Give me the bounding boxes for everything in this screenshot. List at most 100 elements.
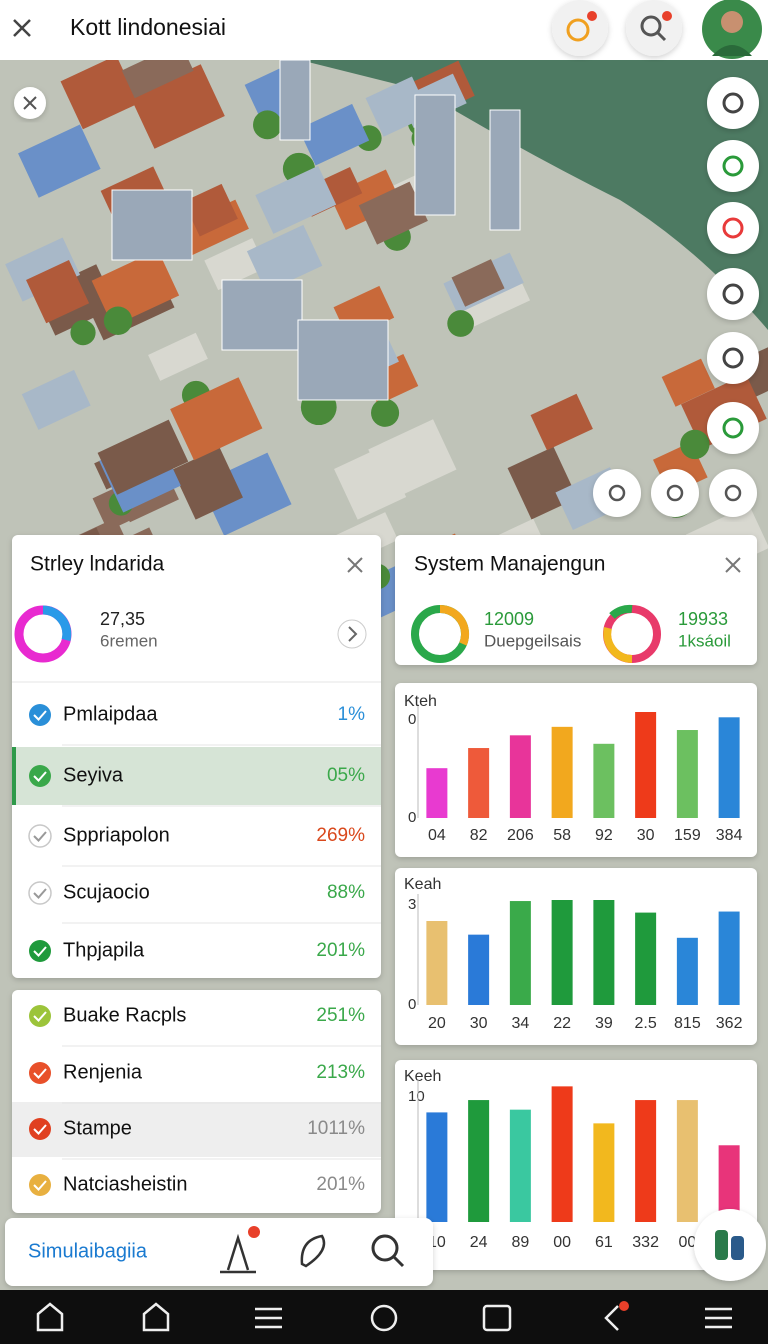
map-tool-button[interactable] (707, 202, 759, 254)
row-label[interactable]: Pmlaipdaa (63, 703, 158, 725)
bar (551, 1086, 573, 1222)
row-label[interactable]: Stampe (63, 1117, 132, 1139)
right-panel (395, 535, 757, 665)
row-value: 88% (327, 882, 365, 903)
selected-indicator (12, 747, 16, 805)
menu-button[interactable] (705, 1307, 732, 1329)
bar (426, 921, 448, 1005)
map-tool-button[interactable] (709, 469, 757, 517)
row-value: 201% (316, 1174, 365, 1195)
leaf-icon[interactable] (300, 1234, 326, 1268)
home-button[interactable] (36, 1302, 64, 1332)
building (368, 419, 457, 500)
stat-value: 27,35 (100, 609, 145, 629)
row-label[interactable]: Scujaocio (63, 881, 150, 903)
check-mark (33, 771, 47, 782)
circle-button[interactable] (370, 1304, 398, 1332)
stat-value: 12009 (484, 609, 534, 629)
map-tool-button[interactable] (707, 140, 759, 192)
row-highlight (12, 1102, 381, 1157)
building (130, 64, 225, 149)
row-label[interactable]: Thpjapila (63, 939, 145, 961)
bottom-bar-label[interactable]: Simulaibagiia (28, 1240, 148, 1262)
building (91, 249, 180, 327)
panel-close[interactable] (725, 557, 741, 573)
bar (676, 730, 698, 818)
chevron (348, 626, 358, 642)
map-tool-button[interactable] (707, 402, 759, 454)
stat-value: 19933 (678, 609, 728, 629)
recent-button[interactable] (482, 1304, 512, 1332)
category-label: 332 (632, 1234, 659, 1251)
bar (509, 1109, 531, 1222)
back-button[interactable] (604, 1305, 619, 1331)
map-tool-button[interactable] (651, 469, 699, 517)
row-value: 213% (316, 1062, 365, 1083)
building (451, 259, 505, 307)
building (148, 332, 208, 381)
check-icon (29, 1174, 51, 1196)
expand-button[interactable] (337, 619, 367, 649)
building (60, 55, 139, 130)
panel-title: System Manajengun (414, 553, 605, 576)
badge (662, 11, 672, 21)
check-icon (29, 704, 51, 726)
tower (111, 189, 193, 261)
category-label: 34 (511, 1015, 529, 1032)
map-tool-icon (666, 484, 684, 502)
badge (587, 11, 597, 21)
bar (468, 934, 490, 1005)
building (97, 419, 189, 495)
search-icon[interactable] (371, 1234, 399, 1262)
map-tool-button[interactable] (707, 332, 759, 384)
category-label: 815 (674, 1015, 701, 1032)
chart-card (395, 868, 757, 1045)
search-button[interactable] (626, 0, 682, 56)
map-tool-button[interactable] (593, 469, 641, 517)
tower (489, 109, 521, 231)
map-tool-icon (608, 484, 626, 502)
category-label: 30 (637, 827, 655, 844)
map-tool-button[interactable] (707, 77, 759, 129)
row-label[interactable]: Natciasheistin (63, 1173, 188, 1195)
map-tool-button[interactable] (707, 268, 759, 320)
tool-icon[interactable] (220, 1233, 256, 1274)
building (21, 369, 91, 430)
close-icon[interactable] (13, 19, 31, 37)
avatar-body (712, 45, 752, 56)
category-label: 00 (553, 1234, 571, 1251)
row-label[interactable]: Seyiva (63, 764, 124, 786)
bar (635, 1100, 657, 1222)
row-label[interactable]: Sppriapolon (63, 824, 170, 846)
tree (447, 310, 474, 337)
row-label[interactable]: Renjenia (63, 1061, 143, 1083)
donut-segment (603, 627, 633, 663)
map-tool-icon (722, 417, 744, 439)
notification-button[interactable] (552, 0, 608, 56)
category-label: 206 (507, 827, 534, 844)
check-icon (29, 1118, 51, 1140)
search-icon-handle (656, 31, 667, 42)
check-icon (29, 1005, 51, 1027)
row-value: 201% (316, 940, 365, 961)
water (300, 60, 768, 330)
building (5, 237, 81, 302)
search-icon-handle (392, 1255, 405, 1268)
fab[interactable] (694, 1209, 766, 1281)
row-label[interactable]: Buake Racpls (63, 1004, 186, 1026)
building (530, 393, 593, 451)
category-label: 22 (553, 1015, 571, 1032)
chart-card (395, 683, 757, 857)
bar (426, 1112, 448, 1222)
map-tool-icon (722, 347, 744, 369)
panel-close[interactable] (347, 557, 363, 573)
bottom-bar (5, 1218, 433, 1286)
home-button[interactable] (142, 1302, 170, 1332)
building (183, 183, 238, 237)
building (358, 181, 428, 245)
menu-button[interactable] (255, 1307, 282, 1329)
notification-icon (566, 18, 590, 42)
check-mark (33, 1124, 47, 1135)
fab-icon (715, 1230, 728, 1260)
bar (468, 748, 490, 818)
